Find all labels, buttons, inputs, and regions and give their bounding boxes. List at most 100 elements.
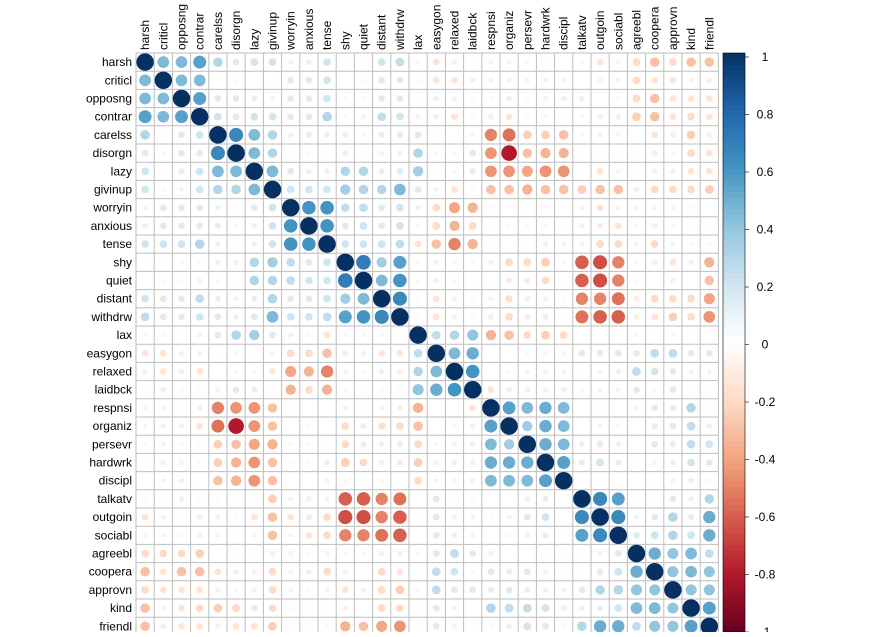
correlation-circle xyxy=(342,605,349,611)
correlation-circle xyxy=(268,112,277,121)
colorbar-segment xyxy=(723,527,745,535)
correlation-circle xyxy=(307,479,311,482)
colorbar-segment xyxy=(723,388,745,396)
correlation-circle xyxy=(470,187,475,192)
column-label: friendl xyxy=(702,17,716,50)
correlation-circle xyxy=(178,168,185,175)
correlation-circle xyxy=(234,533,238,537)
correlation-circle xyxy=(450,549,459,558)
correlation-circle xyxy=(579,95,585,102)
correlation-circle xyxy=(267,403,278,413)
correlation-circle xyxy=(342,568,349,575)
colorbar-segment xyxy=(723,81,745,89)
correlation-circle xyxy=(324,587,330,593)
correlation-circle xyxy=(490,370,492,373)
correlation-circle xyxy=(505,258,514,267)
correlation-circle xyxy=(391,308,409,326)
correlation-circle xyxy=(336,253,355,272)
correlation-circle xyxy=(630,565,643,578)
correlation-circle xyxy=(136,53,154,71)
correlation-circle xyxy=(305,258,313,266)
colorbar-segment xyxy=(723,180,745,187)
correlation-circle xyxy=(689,242,694,247)
correlation-circle xyxy=(143,333,148,338)
correlation-circle xyxy=(502,456,516,469)
correlation-circle xyxy=(215,241,221,247)
correlation-circle xyxy=(541,257,550,267)
correlation-circle xyxy=(414,440,423,449)
correlation-circle xyxy=(703,566,715,578)
correlation-circle xyxy=(195,185,204,194)
correlation-circle xyxy=(321,384,333,395)
row-label: quiet xyxy=(106,274,133,288)
correlation-circle xyxy=(197,496,202,501)
correlation-circle xyxy=(633,295,640,302)
correlation-circle xyxy=(524,313,531,320)
correlation-circle xyxy=(669,113,677,121)
colorbar-tick-label: 0.8 xyxy=(757,108,774,122)
colorbar-segment xyxy=(723,626,745,633)
correlation-circle xyxy=(324,551,330,556)
correlation-circle xyxy=(397,150,403,156)
correlation-circle xyxy=(557,165,570,178)
correlation-circle xyxy=(468,221,477,230)
correlation-circle xyxy=(651,423,658,430)
colorbar-segment xyxy=(723,458,745,465)
correlation-circle xyxy=(175,56,188,68)
correlation-circle xyxy=(591,508,609,526)
correlation-circle xyxy=(288,587,294,593)
colorbar-segment xyxy=(723,186,745,193)
column-label: laidbck xyxy=(466,12,480,50)
column-label: discipl xyxy=(557,17,571,50)
colorbar-tick-label: -0.4 xyxy=(755,453,776,467)
correlation-circle xyxy=(268,58,277,67)
correlation-circle xyxy=(518,435,537,454)
correlation-circle xyxy=(306,496,312,502)
colorbar-segment xyxy=(723,423,745,430)
correlation-circle xyxy=(396,568,404,576)
colorbar-segment xyxy=(723,261,745,268)
colorbar-segment xyxy=(723,168,745,176)
correlation-circle xyxy=(506,77,512,83)
colorbar-segment xyxy=(723,151,745,158)
correlation-circle xyxy=(669,258,677,266)
colorbar-segment xyxy=(723,481,745,488)
row-label: agreebl xyxy=(92,547,132,561)
correlation-circle xyxy=(488,96,493,101)
correlation-circle xyxy=(140,130,150,140)
correlation-circle xyxy=(669,386,677,394)
correlation-circle xyxy=(688,77,694,83)
correlation-circle xyxy=(482,399,500,417)
row-label: hardwrk xyxy=(89,456,133,470)
correlation-circle xyxy=(450,567,459,576)
correlation-circle xyxy=(577,185,587,194)
correlation-circle xyxy=(251,532,257,538)
correlation-circle xyxy=(343,387,348,392)
correlation-circle xyxy=(541,604,550,613)
correlation-circle xyxy=(469,149,477,157)
correlation-circle xyxy=(213,184,223,195)
correlation-circle xyxy=(578,586,586,594)
correlation-circle xyxy=(396,76,404,84)
correlation-circle xyxy=(178,350,185,357)
correlation-circle xyxy=(670,241,676,247)
correlation-circle xyxy=(580,552,584,555)
correlation-circle xyxy=(704,275,715,286)
correlation-circle xyxy=(560,605,567,611)
correlation-circle xyxy=(704,57,715,67)
correlation-circle xyxy=(412,166,424,177)
correlation-circle xyxy=(378,168,385,175)
correlation-circle xyxy=(597,423,603,429)
correlation-circle xyxy=(193,55,207,69)
correlation-circle xyxy=(305,531,313,539)
correlation-circle xyxy=(467,329,479,341)
correlation-circle xyxy=(598,405,603,410)
column-label: approvn xyxy=(666,7,680,50)
correlation-circle xyxy=(250,313,258,321)
correlation-circle xyxy=(508,243,510,245)
correlation-circle xyxy=(248,147,261,159)
colorbar-segment xyxy=(723,267,745,274)
correlation-circle xyxy=(634,169,639,173)
correlation-circle xyxy=(416,296,421,301)
correlation-circle xyxy=(341,586,349,594)
